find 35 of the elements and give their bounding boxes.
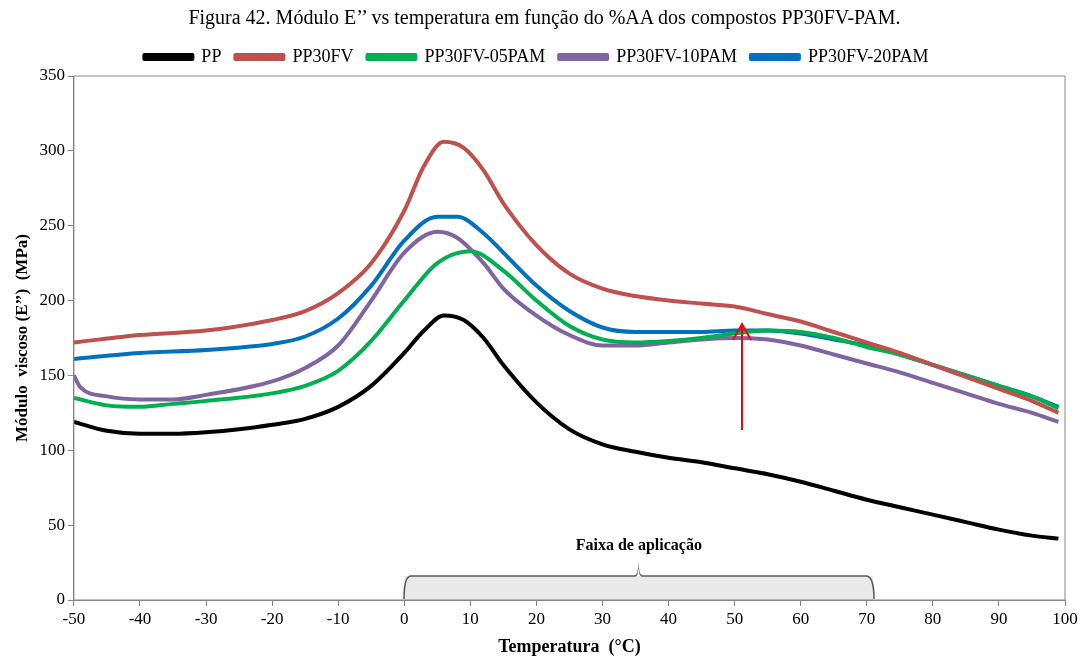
x-tick-label: -40 <box>128 608 152 628</box>
x-tick-label: -30 <box>194 608 218 628</box>
y-tick-label: 200 <box>39 290 65 310</box>
line-series <box>73 139 1061 415</box>
x-tick-label: 90 <box>990 608 1008 628</box>
legend-label: PP30FV-20PAM <box>807 45 929 66</box>
x-tick-label: 60 <box>792 608 810 628</box>
x-tick-label: 40 <box>660 608 678 628</box>
y-tick-label: 300 <box>39 140 65 160</box>
y-tick-label: 350 <box>39 65 65 85</box>
legend-label: PP30FV-10PAM <box>616 45 737 66</box>
legend-label: PP30FV <box>292 45 354 66</box>
line-series <box>73 249 1061 411</box>
y-axis-title: Módulo viscoso (E’’) (MPa) <box>11 234 31 442</box>
x-tick-label: 50 <box>726 608 744 628</box>
x-tick-label: -20 <box>260 608 284 628</box>
legend-label: PP <box>201 45 222 66</box>
band-label: Faixa de aplicação <box>575 536 702 555</box>
x-tick-label: 30 <box>593 608 611 628</box>
x-tick-label: 10 <box>461 608 479 628</box>
x-tick-label: -50 <box>62 608 86 628</box>
x-tick-label: 100 <box>1052 608 1078 628</box>
x-tick-label: 70 <box>858 608 876 628</box>
y-tick-label: 100 <box>39 439 65 459</box>
y-tick-label: 50 <box>47 514 65 534</box>
x-tick-label: -10 <box>326 608 350 628</box>
x-tick-label: 80 <box>924 608 942 628</box>
legend-label: PP30FV-05PAM <box>424 45 546 66</box>
y-tick-label: 150 <box>39 364 65 384</box>
chart-title: Figura 42. Módulo E’’ vs temperatura em função do %AA dos compostos PP30FV-PAM. <box>187 5 902 31</box>
y-tick-label: 250 <box>39 215 65 235</box>
x-tick-label: 20 <box>527 608 545 628</box>
x-tick-label: 0 <box>400 608 409 628</box>
x-axis-title: Temperatura (°C) <box>498 635 641 657</box>
y-tick-label: 0 <box>56 589 65 609</box>
